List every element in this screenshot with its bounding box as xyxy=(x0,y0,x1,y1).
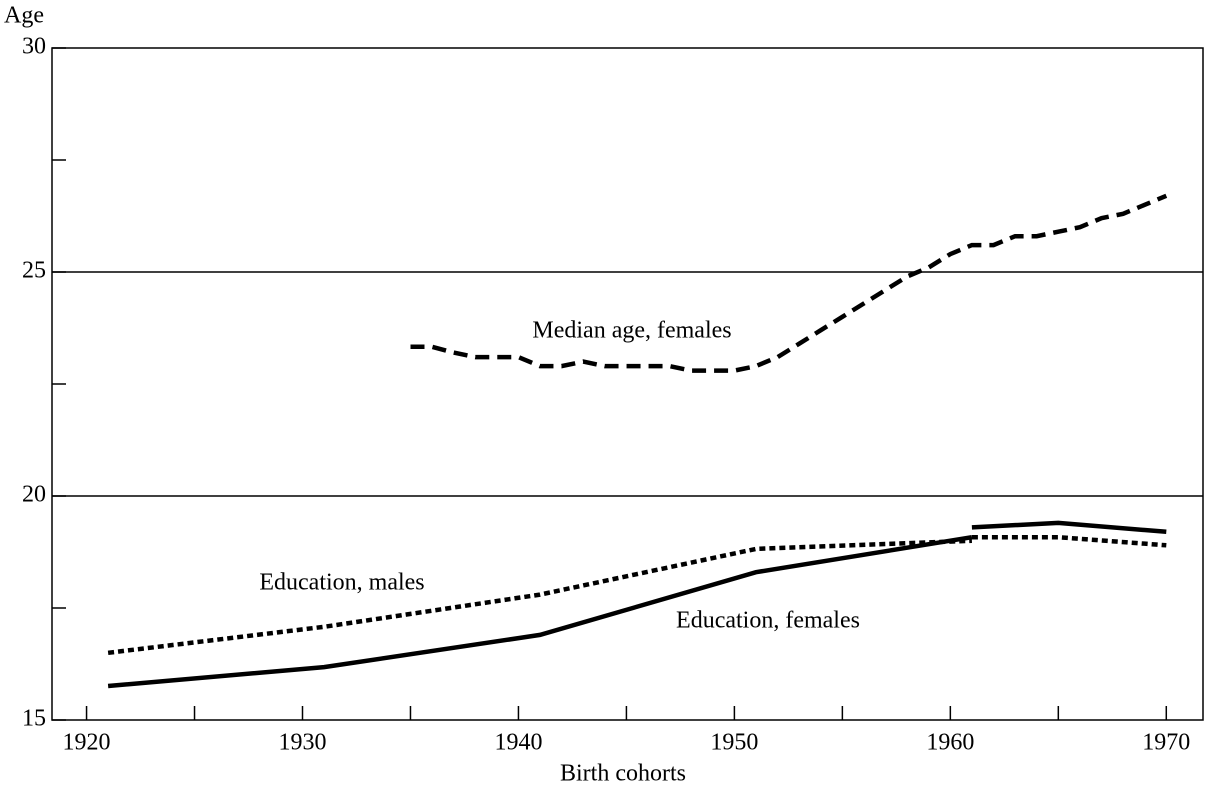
series-label: Education, females xyxy=(676,608,860,634)
y-axis-label: Age xyxy=(4,3,44,29)
x-axis-label: Birth cohorts xyxy=(560,761,686,787)
x-tick-label: 1950 xyxy=(710,730,758,756)
x-tick-label: 1930 xyxy=(278,730,326,756)
y-tick-label: 25 xyxy=(22,258,46,284)
x-tick-label: 1920 xyxy=(63,730,111,756)
series-line xyxy=(107,520,1167,689)
x-tick-label: 1970 xyxy=(1142,730,1190,756)
y-tick-label: 15 xyxy=(22,706,46,732)
y-tick-label: 30 xyxy=(22,34,46,60)
series-line xyxy=(410,193,1168,373)
series-line xyxy=(107,534,1167,656)
series-label: Median age, females xyxy=(532,318,731,344)
x-tick-label: 1940 xyxy=(494,730,542,756)
series-label: Education, males xyxy=(259,570,424,596)
y-tick-label: 20 xyxy=(22,482,46,508)
x-tick-label: 1960 xyxy=(926,730,974,756)
plot-frame xyxy=(51,47,1204,721)
